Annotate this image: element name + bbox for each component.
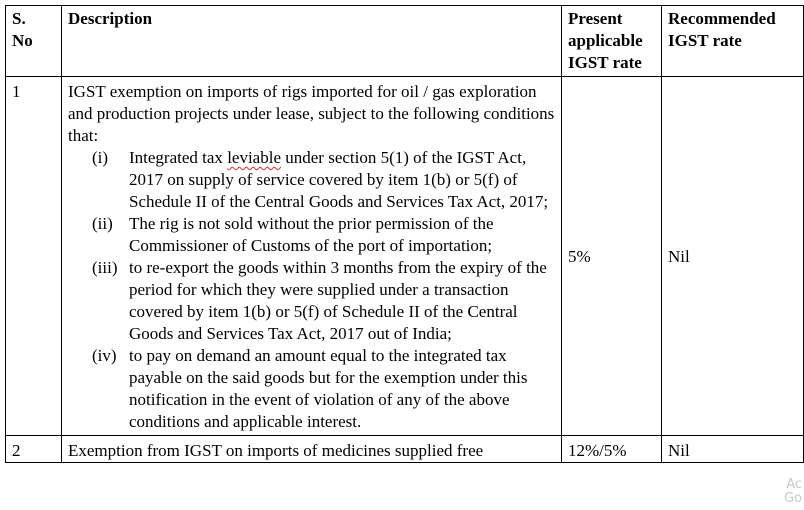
condition-item: (iii) to re-export the goods within 3 mo… <box>68 257 557 345</box>
row-description: Exemption from IGST on imports of medici… <box>61 435 562 463</box>
condition-text-part: Integrated tax <box>129 148 228 167</box>
table-row: 2 Exemption from IGST on imports of medi… <box>5 435 804 463</box>
gst-rate-table-sheet: S. No Description Present applicable IGST r… <box>5 5 804 463</box>
condition-number: (i) <box>92 148 109 167</box>
condition-item: (i) Integrated tax leviable under sectio… <box>68 147 557 213</box>
condition-text: to pay on demand an amount equal to the … <box>129 346 528 431</box>
header-recommended-rate: Recommended IGST rate <box>661 5 804 77</box>
row-recommended-rate: Nil <box>661 435 804 463</box>
spellcheck-flagged-word: leviable <box>227 148 281 167</box>
row-recommended-rate: Nil <box>661 76 804 436</box>
row-serial-number: 1 <box>5 76 62 436</box>
header-serial-number: S. No <box>5 5 62 77</box>
row-present-rate: 5% <box>561 76 662 436</box>
condition-number: (iii) <box>92 258 118 277</box>
condition-text: to re-export the goods within 3 months f… <box>129 258 547 343</box>
conditions-list: (i) Integrated tax leviable under sectio… <box>68 147 557 433</box>
condition-text-part: under section 5(1) of the IGST Act, 2017… <box>129 148 549 211</box>
condition-number: (iv) <box>92 346 117 365</box>
condition-text: The rig is not sold without the prior pe… <box>129 214 494 255</box>
activation-watermark: Ac Go <box>783 477 802 506</box>
condition-item: (ii) The rig is not sold without the pri… <box>68 213 557 257</box>
row-description: IGST exemption on imports of rigs import… <box>61 76 562 436</box>
condition-item: (iv) to pay on demand an amount equal to… <box>68 345 557 433</box>
table-row: 1 IGST exemption on imports of rigs impo… <box>5 76 804 436</box>
table-header-row: S. No Description Present applicable IGST r… <box>5 5 804 77</box>
header-description: Description <box>61 5 562 77</box>
description-intro: IGST exemption on imports of rigs import… <box>68 82 555 145</box>
condition-number: (ii) <box>92 214 113 233</box>
row-serial-number: 2 <box>5 435 62 463</box>
igst-rate-table: S. No Description Present applicable IGST r… <box>5 5 804 463</box>
header-present-rate: Present applicable IGST rate <box>561 5 662 77</box>
condition-text: Integrated tax leviable under section 5(… <box>129 148 548 211</box>
row-present-rate: 12%/5% <box>561 435 662 463</box>
